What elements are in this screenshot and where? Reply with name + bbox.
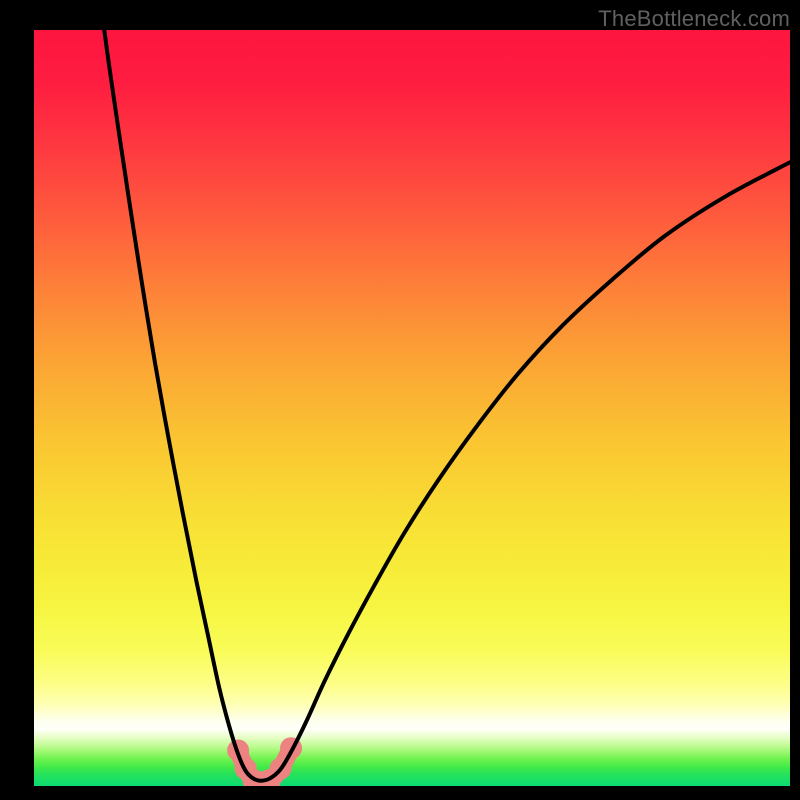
watermark-text: TheBottleneck.com [598, 6, 790, 32]
bottleneck-chart [0, 0, 800, 800]
plot-background-gradient [34, 30, 790, 786]
